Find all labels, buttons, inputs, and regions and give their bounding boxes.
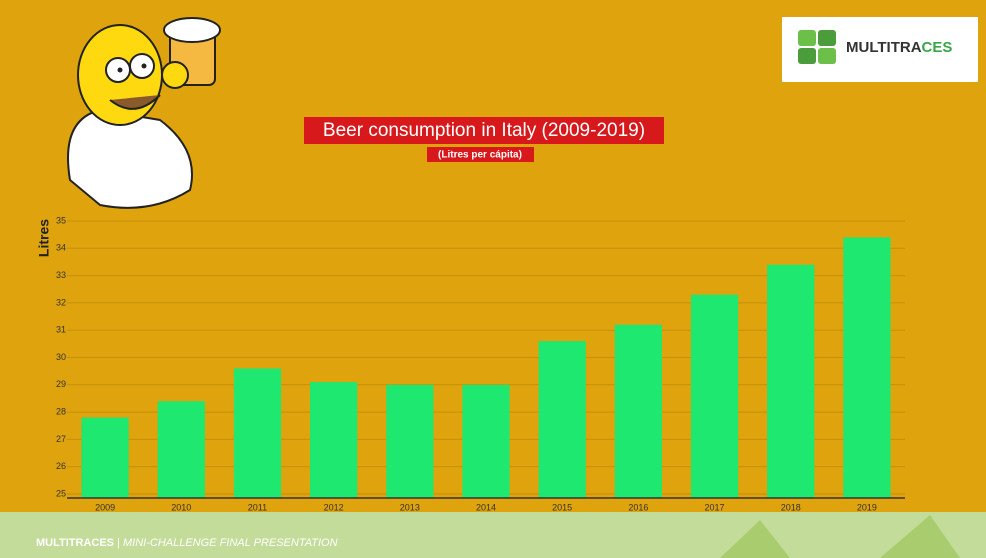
bar: [157, 401, 205, 498]
footer-separator: |: [117, 537, 120, 549]
subtitle-box: [427, 147, 534, 162]
logo-icon: [798, 48, 816, 64]
x-tick-label: 2019: [857, 502, 877, 512]
logo-icon: [798, 30, 816, 46]
x-tick-label: 2012: [324, 502, 344, 512]
y-tick-label: 34: [56, 243, 66, 253]
x-tick-label: 2010: [171, 502, 191, 512]
footer-bar: [0, 512, 986, 558]
chart-title: Beer consumption in Italy (2009-2019): [323, 120, 645, 141]
title-box: [304, 117, 664, 144]
y-tick-label: 33: [56, 270, 66, 280]
bar: [538, 341, 586, 498]
x-tick-label: 2016: [628, 502, 648, 512]
chart-subtitle: (Litres per cápita): [438, 150, 522, 161]
bar: [310, 382, 358, 498]
y-tick-label: 35: [56, 215, 66, 225]
y-tick-label: 26: [56, 461, 66, 471]
x-tick-label: 2017: [705, 502, 725, 512]
x-tick-label: 2009: [95, 502, 115, 512]
bar: [614, 324, 662, 498]
y-axis-label: Litres: [36, 219, 52, 257]
logo-text-accent: CES: [922, 39, 953, 56]
footer-text: MULTITRACES | MINI-CHALLENGE FINAL PRESE…: [36, 537, 338, 549]
x-tick-label: 2011: [248, 502, 267, 512]
bar: [843, 237, 891, 498]
y-tick-label: 29: [56, 379, 66, 389]
y-tick-label: 28: [56, 406, 66, 416]
y-tick-label: 27: [56, 434, 66, 444]
logo-text-main: MULTITRA: [846, 39, 922, 56]
x-tick-label: 2013: [400, 502, 420, 512]
footer-brand: MULTITRACES: [36, 537, 114, 549]
y-tick-label: 30: [56, 352, 66, 362]
y-tick-label: 25: [56, 488, 66, 498]
y-tick-label: 32: [56, 297, 66, 307]
bar: [767, 264, 815, 498]
logo-text: MULTITRACES: [846, 39, 952, 56]
footer-leaves: [720, 515, 960, 558]
x-tick-label: 2014: [476, 502, 496, 512]
cartoon-illustration: [67, 17, 221, 209]
logo-icon: [818, 48, 836, 64]
bar: [233, 368, 282, 498]
bar: [462, 384, 510, 498]
x-tick-label: 2018: [781, 502, 801, 512]
y-tick-label: 31: [56, 325, 66, 335]
bar: [386, 384, 434, 498]
bar: [81, 417, 129, 498]
logo-icon: [818, 30, 836, 46]
footer-caption: MINI-CHALLENGE FINAL PRESENTATION: [123, 537, 338, 549]
x-tick-label: 2015: [552, 502, 572, 512]
bar: [690, 294, 739, 498]
